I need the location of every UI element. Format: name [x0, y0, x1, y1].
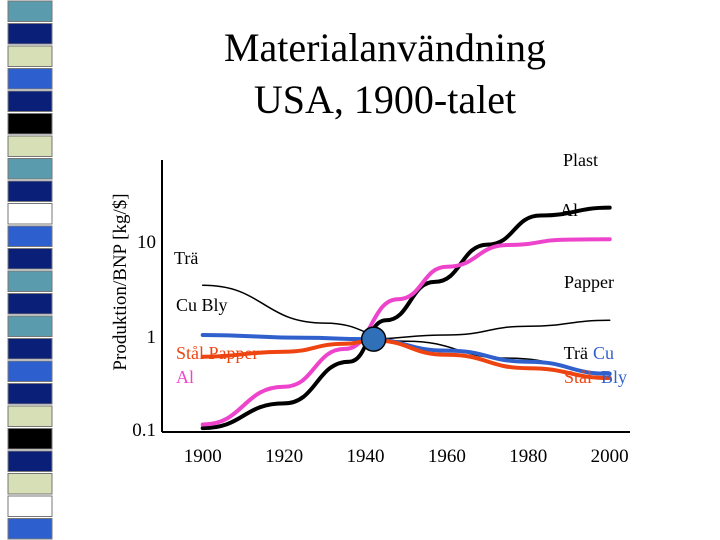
- annotation-label: Stål Papper: [176, 343, 259, 363]
- sidebar-block: [7, 45, 53, 67]
- annotation-label: Al: [176, 367, 194, 387]
- decorative-sidebar: [7, 0, 53, 540]
- sidebar-block: [7, 450, 53, 472]
- sidebar-block: [7, 135, 53, 157]
- sidebar-block: [7, 405, 53, 427]
- series-line: [200, 237, 612, 427]
- series-line: [364, 319, 611, 340]
- intersection-marker: [360, 326, 387, 352]
- y-tick-label: 0.1: [132, 420, 156, 441]
- sidebar-block: [7, 360, 53, 382]
- sidebar-block: [7, 428, 53, 450]
- annotation-label: Cu Bly: [176, 295, 228, 315]
- sidebar-block: [7, 68, 53, 90]
- chart-title-line-2: USA, 1900-talet: [253, 77, 517, 122]
- annotation-label: Trä: [564, 343, 588, 363]
- annotation-label: Al: [560, 200, 578, 220]
- sidebar-block: [7, 180, 53, 202]
- sidebar-block: [7, 338, 53, 360]
- sidebar-block: [7, 0, 53, 22]
- sidebar-block: [7, 203, 53, 225]
- annotation-label: Plast: [563, 150, 598, 170]
- x-tick-label: 1900: [184, 446, 222, 467]
- y-tick-label: 10: [137, 232, 156, 253]
- x-tick-label: 1940: [346, 446, 384, 467]
- x-tick-label: 1980: [509, 446, 547, 467]
- x-tick-label: 2000: [591, 446, 629, 467]
- y-axis-label: Produktion/BNP [kg/$]: [110, 193, 131, 370]
- sidebar-block: [7, 383, 53, 405]
- sidebar-block: [7, 293, 53, 315]
- sidebar-block: [7, 495, 53, 517]
- sidebar-block: [7, 248, 53, 270]
- series-line: [200, 205, 612, 431]
- annotation-label: Papper: [564, 272, 614, 292]
- sidebar-block: [7, 225, 53, 247]
- sidebar-block: [7, 23, 53, 45]
- sidebar-block: [7, 113, 53, 135]
- y-tick-label: 1: [147, 327, 157, 348]
- x-tick-label: 1920: [265, 446, 303, 467]
- series-line: [200, 338, 612, 380]
- annotation-label: Stål: [564, 367, 592, 387]
- annotation-label: Bly: [601, 367, 627, 387]
- annotation-label: Cu: [593, 343, 614, 363]
- sidebar-block: [7, 270, 53, 292]
- sidebar-block: [7, 518, 53, 540]
- chart-title-line-1: Materialanvändning: [223, 25, 547, 70]
- sidebar-block: [7, 158, 53, 180]
- sidebar-block: [7, 90, 53, 112]
- sidebar-block: [7, 315, 53, 337]
- sidebar-block: [7, 473, 53, 495]
- annotation-label: Trä: [174, 248, 198, 268]
- x-tick-label: 1960: [428, 446, 466, 467]
